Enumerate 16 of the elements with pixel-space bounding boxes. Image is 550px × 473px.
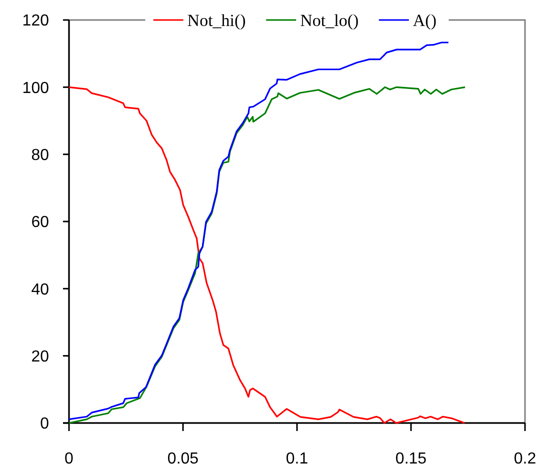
line-series [68,42,450,420]
y-tick-label: 100 [22,80,50,97]
y-tick-label: 120 [22,12,50,30]
x-tick-label: 0.1 [286,450,308,468]
y-tick-label: 60 [31,214,50,232]
x-tick-label: 0.05 [167,450,199,468]
legend-label: Not_hi() [187,10,246,30]
x-tick-label: 0.15 [395,450,427,468]
legend-label: Not_lo() [300,10,359,30]
x-tick-label: 0 [64,450,74,468]
y-tick-label: 20 [31,348,50,366]
y-tick-label: 40 [31,281,50,298]
y-tick-label: 0 [40,416,50,433]
legend-label: A() [412,10,437,30]
x-tick-label: 0.2 [514,450,536,468]
y-tick-label: 80 [31,146,50,164]
